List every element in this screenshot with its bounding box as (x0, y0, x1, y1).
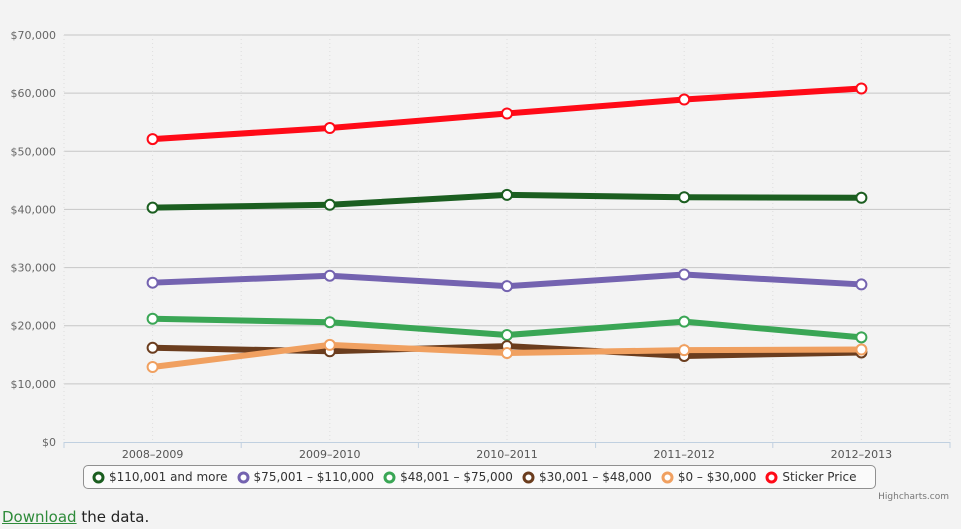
data-point (678, 268, 691, 281)
data-point (323, 198, 336, 211)
y-tick-label: $40,000 (11, 203, 57, 216)
data-point (855, 278, 868, 291)
footer-text: Download the data. (2, 508, 149, 526)
data-point (678, 315, 691, 328)
data-point (501, 188, 513, 201)
legend-label: $75,001 – $110,000 (253, 470, 375, 484)
data-point (146, 276, 159, 289)
chart-credits[interactable]: Highcharts.com (878, 492, 949, 502)
x-tick-label: 2009–2010 (299, 448, 361, 461)
y-tick-label: $60,000 (11, 87, 57, 100)
y-axis-tick-labels: $0 $10,000 $20,000 $30,000 $40,000 $50,000 $60… (11, 29, 57, 449)
line-chart: $0 $10,000 $20,000 $30,000 $40,000 $50,000 $60… (11, 29, 951, 461)
data-point (855, 343, 868, 356)
data-point (323, 338, 336, 351)
y-tick-label: $30,000 (11, 262, 57, 275)
data-point (323, 269, 336, 282)
data-point (146, 133, 159, 146)
legend-marker-icon (765, 471, 778, 483)
data-point (678, 93, 691, 106)
footer-rest-text: the data. (76, 508, 150, 526)
data-point (855, 331, 868, 344)
data-point (146, 201, 159, 214)
y-tick-label: $50,000 (11, 145, 57, 158)
data-point (146, 360, 159, 373)
series-1 (146, 268, 868, 293)
y-tick-label: $0 (42, 436, 56, 449)
chart-gridlines (63, 34, 951, 442)
x-tick-label: 2012–2013 (831, 448, 893, 461)
data-point (146, 341, 159, 354)
legend-item[interactable]: $0 – $30,000 (661, 470, 757, 484)
series-2 (146, 312, 868, 344)
x-tick-label: 2008–2009 (122, 448, 184, 461)
legend-label: $30,001 – $48,000 (538, 470, 652, 484)
series-4 (146, 338, 868, 373)
legend-item[interactable]: $30,001 – $48,000 (522, 470, 652, 484)
legend-marker-icon (661, 471, 674, 483)
data-point (855, 191, 868, 204)
data-point (501, 280, 513, 293)
legend-marker-icon (237, 471, 250, 483)
legend-label: $0 – $30,000 (677, 470, 757, 484)
legend-item[interactable]: $48,001 – $75,000 (383, 470, 513, 484)
legend-label: $48,001 – $75,000 (400, 470, 513, 484)
series-5 (146, 82, 868, 146)
data-point (501, 329, 513, 342)
chart-axes (63, 442, 951, 448)
x-tick-label: 2010–2011 (476, 448, 538, 461)
legend-marker-icon (383, 471, 396, 483)
legend-item[interactable]: Sticker Price (765, 470, 857, 484)
x-axis-tick-labels: 2008–2009 2009–2010 2010–2011 2011–2012 2012… (122, 448, 892, 461)
y-tick-label: $10,000 (11, 378, 57, 391)
legend-marker-icon (522, 471, 535, 483)
legend-item[interactable]: $110,001 and more (92, 470, 228, 484)
y-tick-label: $70,000 (11, 29, 57, 42)
data-point (323, 122, 336, 135)
chart-legend: $110,001 and more $75,001 – $110,000 $48,0… (83, 465, 876, 489)
legend-item[interactable]: $75,001 – $110,000 (237, 470, 375, 484)
chart-series (146, 82, 868, 373)
legend-label: $110,001 and more (109, 470, 228, 484)
download-link[interactable]: Download (2, 508, 77, 526)
x-tick-label: 2011–2012 (653, 448, 715, 461)
data-point (501, 107, 513, 120)
data-point (323, 316, 336, 329)
data-point (678, 344, 691, 357)
legend-marker-icon (92, 471, 105, 483)
data-point (678, 191, 691, 204)
y-tick-label: $20,000 (11, 320, 57, 333)
data-point (501, 347, 513, 360)
legend-label: Sticker Price (782, 470, 857, 484)
series-0 (146, 188, 868, 214)
data-point (146, 312, 159, 325)
data-point (855, 82, 868, 95)
